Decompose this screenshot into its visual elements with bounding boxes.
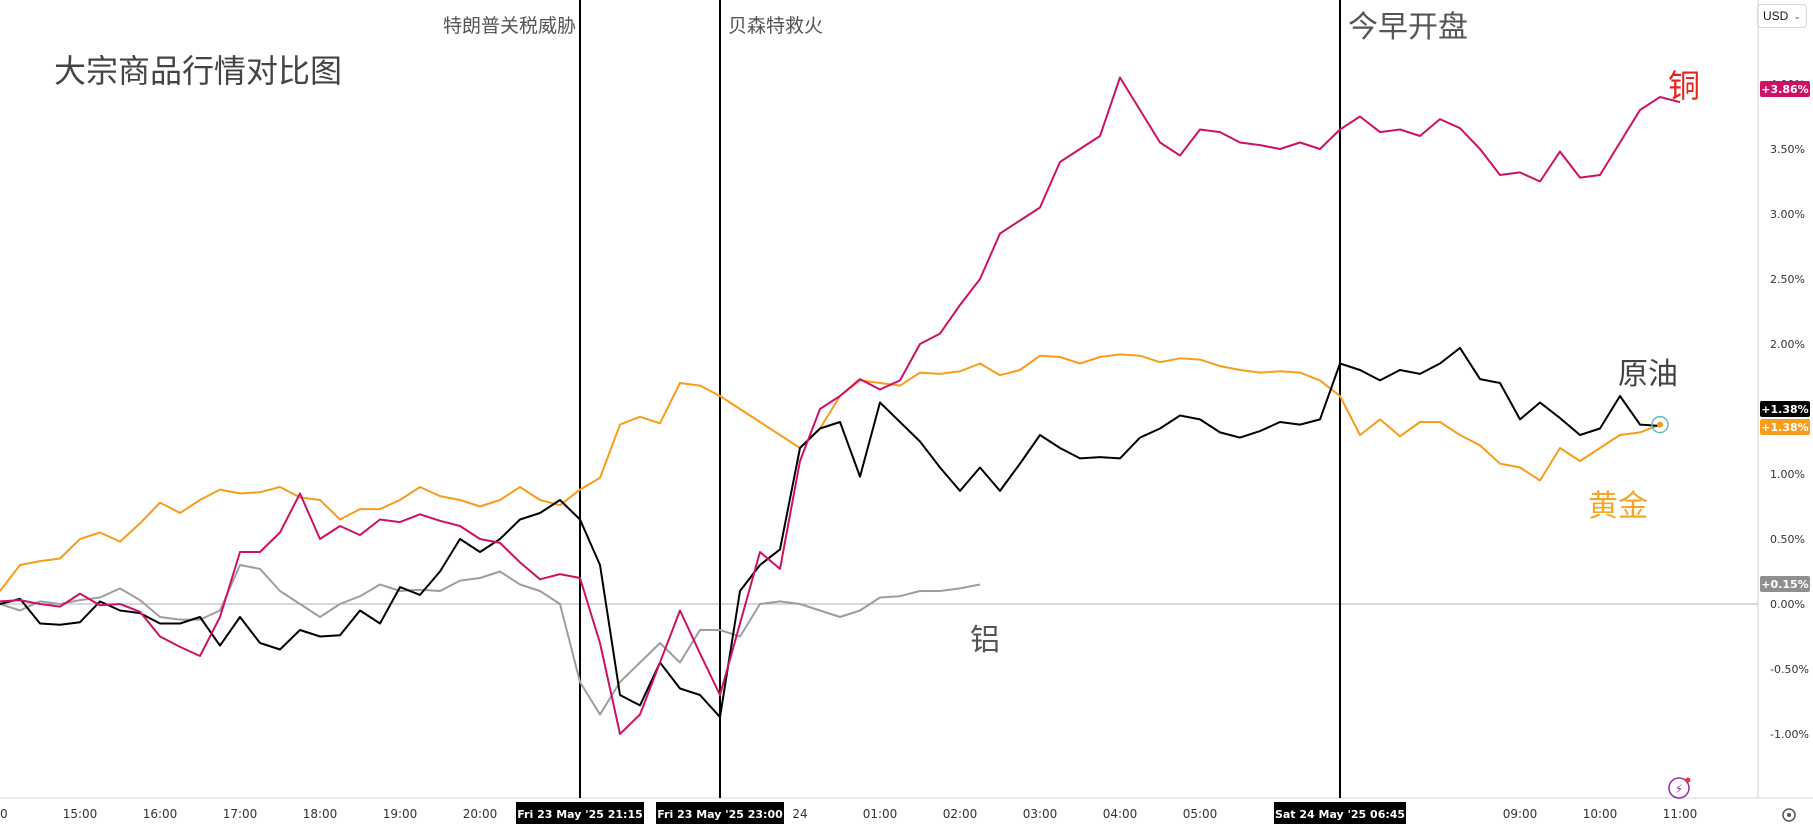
- y-tick-label: 0.00%: [1770, 598, 1805, 611]
- y-tick-label: 1.00%: [1770, 468, 1805, 481]
- chart-title: 大宗商品行情对比图: [54, 52, 342, 90]
- event-time-badge: [516, 802, 644, 824]
- x-tick-label: 02:00: [943, 807, 978, 821]
- y-tick-label: 3.00%: [1770, 208, 1805, 221]
- event-time-label: Sat 24 May '25 06:45: [1275, 808, 1405, 821]
- y-tick-label: -0.50%: [1770, 663, 1809, 676]
- last-value-badge: [1760, 419, 1810, 435]
- event-time-label: Fri 23 May '25 21:15: [517, 808, 643, 821]
- event-time-badge: [1274, 802, 1406, 824]
- last-value-label: +1.38%: [1761, 421, 1808, 434]
- live-indicator-dot: [1657, 421, 1663, 428]
- y-tick-label: -1.00%: [1770, 728, 1809, 741]
- last-value-badge: [1760, 576, 1810, 592]
- series-line-crude-oil: [0, 346, 1661, 719]
- lightning-glyph: ⚡: [1675, 782, 1683, 796]
- currency-value: USD: [1763, 9, 1789, 23]
- y-tick-label: 2.00%: [1770, 338, 1805, 351]
- x-tick-label: 16:00: [143, 807, 178, 821]
- x-tick-label: 11:00: [1663, 807, 1698, 821]
- event-time-badge: [656, 802, 784, 824]
- x-tick-label: 24: [792, 807, 807, 821]
- last-value-label: +0.15%: [1761, 578, 1808, 591]
- x-tick-label: 10:00: [1583, 807, 1618, 821]
- last-value-label: +3.86%: [1761, 83, 1808, 96]
- last-value-badge: [1760, 401, 1810, 417]
- event-title: 贝森特救火: [728, 15, 823, 37]
- series-label-copper: 铜: [1668, 67, 1700, 105]
- x-tick-label: 19:00: [383, 807, 418, 821]
- y-tick-label: 2.50%: [1770, 273, 1805, 286]
- settings-gear-icon[interactable]: [1782, 808, 1796, 822]
- series-line-gold: [0, 353, 1661, 592]
- y-tick-label: 0.50%: [1770, 533, 1805, 546]
- x-tick-label: 17:00: [223, 807, 258, 821]
- series-label-crude-oil: 原油: [1618, 357, 1678, 392]
- x-tick-label: 04:00: [1103, 807, 1138, 821]
- last-value-badge: [1760, 81, 1810, 97]
- event-title: 特朗普关税威胁: [443, 15, 576, 37]
- x-tick-label: 01:00: [863, 807, 898, 821]
- x-tick-label: 09:00: [1503, 807, 1538, 821]
- notification-dot: [1685, 777, 1691, 783]
- x-tick-label: 05:00: [1183, 807, 1218, 821]
- currency-selector[interactable]: USD ⌄: [1757, 4, 1807, 28]
- settings-gear-center: [1787, 813, 1791, 817]
- x-tick-label: 00: [0, 807, 8, 821]
- series-line-aluminum: [0, 564, 981, 716]
- last-value-label: +1.38%: [1761, 403, 1808, 416]
- x-tick-label: 15:00: [63, 807, 98, 821]
- series-line-copper: [0, 76, 1681, 735]
- event-time-label: Fri 23 May '25 23:00: [657, 808, 783, 821]
- x-tick-label: 20:00: [463, 807, 498, 821]
- chevron-down-icon: ⌄: [1793, 10, 1801, 21]
- x-tick-label: 03:00: [1023, 807, 1058, 821]
- live-indicator-ring: [1651, 415, 1669, 434]
- series-label-aluminum: 铝: [970, 623, 1000, 658]
- series-label-gold: 黄金: [1588, 489, 1648, 524]
- lightning-icon[interactable]: [1668, 777, 1690, 799]
- x-tick-label: 18:00: [303, 807, 338, 821]
- event-title: 今早开盘: [1348, 10, 1468, 45]
- y-tick-label: 3.50%: [1770, 143, 1805, 156]
